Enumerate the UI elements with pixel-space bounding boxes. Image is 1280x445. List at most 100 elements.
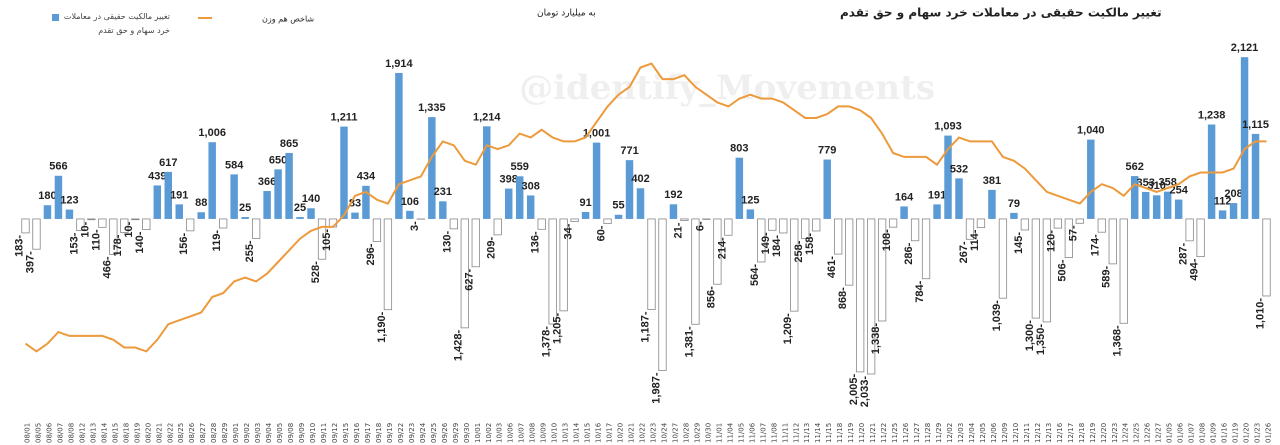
bar <box>1010 212 1018 219</box>
value-label: 589- <box>1101 266 1113 288</box>
bar <box>1087 139 1095 219</box>
bar <box>515 176 524 219</box>
legend: تغییر مالکیت حقیقی در معاملات خرد سهام و… <box>52 12 314 35</box>
bar <box>1075 218 1084 224</box>
bar <box>921 218 931 280</box>
x-tick-label: 11/06 <box>748 422 756 443</box>
bar <box>109 218 118 255</box>
bar <box>230 174 238 219</box>
value-label: 125 <box>741 194 759 206</box>
x-tick-label: 10/07 <box>518 423 526 443</box>
bar <box>900 206 908 219</box>
x-tick-label: 12/16 <box>1056 422 1064 443</box>
bar <box>877 218 887 322</box>
value-label: 208 <box>1224 188 1242 200</box>
x-tick-label: 12/11 <box>1023 423 1031 443</box>
x-tick-label: 01/09 <box>1210 423 1218 443</box>
value-label: 112 <box>1214 195 1232 207</box>
bar <box>98 218 107 228</box>
bar <box>779 218 788 234</box>
bar <box>1053 218 1062 229</box>
bar <box>43 205 52 219</box>
x-tick-label: 12/09 <box>1001 423 1009 443</box>
x-tick-label: 09/23 <box>408 423 416 443</box>
value-label: 1,040 <box>1077 125 1105 137</box>
bar <box>965 218 975 240</box>
value-label: 214- <box>716 237 728 259</box>
bar <box>790 218 799 312</box>
bar <box>581 212 590 219</box>
x-tick-label: 01/07 <box>1188 423 1196 443</box>
x-tick-label: 01/26 <box>1265 422 1273 443</box>
x-tick-label: 11/07 <box>759 423 767 443</box>
bar <box>493 218 502 236</box>
x-tick-label: 09/10 <box>309 423 317 443</box>
value-label: 183- <box>13 235 25 257</box>
x-tick-label: 10/22 <box>639 423 647 443</box>
bar <box>955 178 963 219</box>
x-tick-label: 09/24 <box>419 422 427 443</box>
bar <box>54 175 63 219</box>
value-label: 25 <box>239 202 251 214</box>
x-tick-label: 01/08 <box>1199 423 1207 443</box>
x-tick-label: 08/18 <box>122 423 130 443</box>
chart-title: تغییر مالکیت حقیقی در معاملات خرد سهام و… <box>840 6 1162 21</box>
value-label: 258- <box>793 240 805 262</box>
bar <box>483 126 491 219</box>
bar <box>449 218 458 230</box>
bar <box>1163 191 1172 219</box>
x-tick-label: 10/02 <box>485 423 493 443</box>
bar <box>274 169 282 219</box>
bar <box>812 218 821 232</box>
bar <box>757 218 766 263</box>
value-label: 6- <box>694 221 706 231</box>
x-tick-label: 01/20 <box>1243 423 1251 443</box>
value-label: 868- <box>837 287 849 309</box>
bar <box>570 218 579 222</box>
value-label: 1,350- <box>1035 324 1047 356</box>
x-tick-label: 12/26 <box>1144 422 1152 443</box>
x-tick-label: 12/13 <box>1045 423 1053 443</box>
bar <box>263 191 271 219</box>
legend-label-box: تغییر مالکیت حقیقی در معاملات خرد سهام و… <box>64 12 170 35</box>
bar <box>383 218 393 311</box>
x-tick-label: 11/14 <box>814 422 822 443</box>
x-tick-label: 11/28 <box>924 423 932 443</box>
bar <box>823 159 831 219</box>
x-tick-label: 08/19 <box>133 423 141 443</box>
bar <box>548 218 557 325</box>
value-label: 1,115 <box>1242 119 1269 131</box>
x-tick-label: 10/16 <box>595 422 603 443</box>
x-tick-label: 08/27 <box>199 423 207 443</box>
x-tick-label: 08/20 <box>144 423 152 443</box>
bar <box>614 214 623 219</box>
bar <box>625 160 634 219</box>
legend-swatch <box>52 14 59 21</box>
value-label: 286- <box>903 242 915 264</box>
bar <box>164 171 172 219</box>
value-label: 60- <box>595 225 607 241</box>
x-tick-label: 10/03 <box>496 423 504 443</box>
bar <box>680 218 689 221</box>
value-label: 191 <box>170 189 188 201</box>
bar <box>1152 195 1161 219</box>
x-tick-label: 09/17 <box>364 423 372 443</box>
value-label: 771 <box>620 145 638 157</box>
x-tick-label: 11/22 <box>880 423 888 443</box>
x-tick-label: 10/20 <box>617 423 625 443</box>
x-tick-label: 10/24 <box>660 422 668 443</box>
value-label: 105- <box>321 229 333 251</box>
value-label: 366 <box>258 176 276 188</box>
value-label: 434 <box>357 171 376 183</box>
x-tick-label: 09/19 <box>386 423 394 443</box>
x-tick-label: 10/08 <box>529 423 537 443</box>
value-label: 1,300- <box>1024 320 1036 352</box>
x-tick-label: 12/17 <box>1067 423 1075 443</box>
x-tick-label: 11/19 <box>847 423 855 443</box>
value-label: 267- <box>958 241 970 263</box>
x-tick-label: 12/06 <box>990 422 998 443</box>
value-label: 532 <box>950 163 968 175</box>
value-label: 856- <box>705 286 717 308</box>
x-tick-label: 01/19 <box>1232 423 1240 443</box>
x-tick-label: 10/01 <box>474 423 482 443</box>
